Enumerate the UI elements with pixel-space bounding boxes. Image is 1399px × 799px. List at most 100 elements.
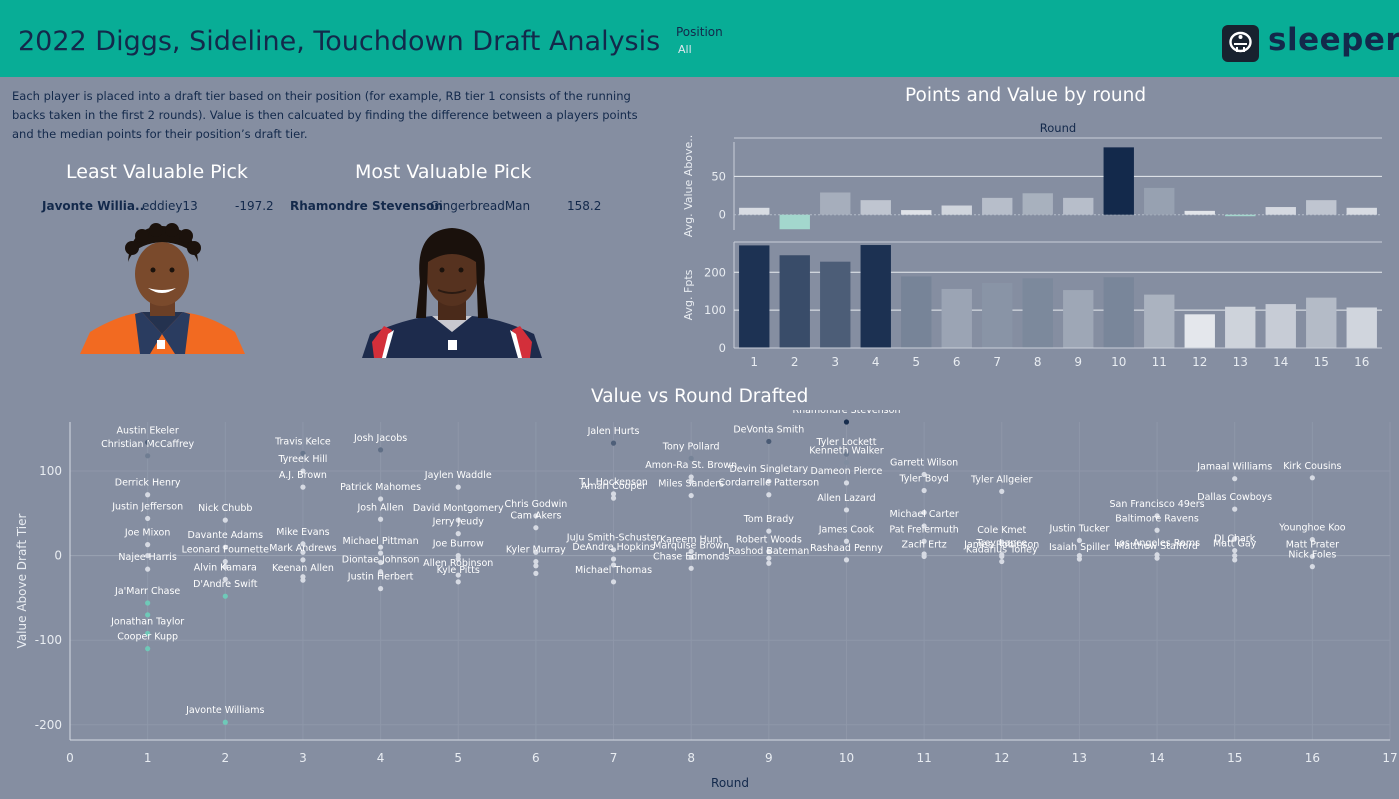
- scatter-point-label: Marquise Brown: [653, 540, 729, 551]
- position-filter-dropdown[interactable]: All: [678, 43, 692, 56]
- scatter-point: [222, 593, 228, 599]
- scatter-point-label: Travis Kelce: [274, 436, 331, 447]
- bar-x-tick-label: 10: [1111, 355, 1126, 369]
- scatter-point-label: Michael Thomas: [575, 565, 652, 576]
- least-valuable-player-photo: [80, 222, 245, 358]
- scatter-point: [533, 525, 539, 531]
- bar-x-tick-label: 12: [1192, 355, 1207, 369]
- scatter-point-label: Austin Ekeler: [117, 425, 179, 436]
- bar-round-9-fpts: [1063, 290, 1094, 348]
- scatter-point: [455, 484, 461, 490]
- scatter-point-label: Matt Gay: [1213, 539, 1257, 550]
- scatter-point: [377, 447, 384, 453]
- scatter-point: [533, 558, 539, 565]
- scatter-point: [610, 440, 617, 446]
- most-valuable-heading: Most Valuable Pick: [355, 161, 532, 183]
- scatter-x-tick-label: 15: [1227, 751, 1242, 765]
- scatter-x-tick-label: 1: [144, 751, 152, 765]
- scatter-point-label: Matt Prater: [1286, 539, 1339, 550]
- bar-round-13-value: [1225, 214, 1256, 217]
- scatter-point: [300, 484, 306, 490]
- scatter-y-axis-label: Value Above Draft Tier: [15, 513, 29, 648]
- scatter-x-tick-label: 8: [687, 751, 695, 765]
- scatter-point-label: Kareem Hunt: [660, 534, 723, 545]
- scatter-point-label: Davante Adams: [188, 530, 264, 541]
- bar-y-tick-label: 200: [704, 265, 726, 279]
- bar-round-1-value: [739, 207, 770, 215]
- scatter-point-label: Tom Brady: [743, 514, 795, 525]
- bar-round-2-value: [779, 214, 810, 230]
- scatter-point-label: Isaiah Spiller: [1049, 542, 1110, 553]
- scatter-point-label: Ja'Marr Chase: [114, 586, 180, 597]
- scatter-point: [688, 455, 694, 461]
- bar-x-tick-label: 9: [1074, 355, 1082, 369]
- scatter-point-label: Kadarius Toney: [966, 545, 1038, 556]
- scatter-point: [455, 517, 461, 523]
- scatter-point: [377, 569, 384, 575]
- scatter-point-label: Patrick Mahomes: [340, 482, 421, 493]
- bar-y-tick-label: 0: [719, 208, 726, 222]
- scatter-point: [377, 496, 384, 502]
- bar-round-10-value: [1103, 147, 1134, 215]
- scatter-point-label: Dameon Pierce: [811, 466, 883, 477]
- scatter-point-label: Jerry Jeudy: [432, 517, 485, 528]
- scatter-point-label: Jamaal Williams: [1196, 462, 1272, 473]
- scatter-point: [610, 556, 617, 562]
- bar-round-7-value: [982, 197, 1013, 215]
- bar-x-tick-label: 3: [831, 355, 839, 369]
- scatter-point-label: DJ Chark: [1214, 534, 1256, 545]
- scatter-point-label: Alvin Kamara: [194, 562, 257, 573]
- scatter-point-label: David Montgomery: [413, 503, 504, 514]
- scatter-y-tick-label: 100: [39, 464, 62, 478]
- scatter-point-label: Baltimore Ravens: [1115, 513, 1199, 524]
- scatter-point: [1154, 555, 1160, 561]
- scatter-point: [766, 528, 772, 534]
- intro-text: Each player is placed into a draft tier …: [12, 89, 638, 141]
- scatter-point: [145, 630, 151, 637]
- scatter-point-label: Michael Pittman: [343, 536, 419, 547]
- scatter-point: [145, 612, 151, 618]
- scatter-x-tick-label: 2: [221, 751, 229, 765]
- scatter-point-label: Jaylen Waddle: [424, 470, 492, 481]
- bar-round-1-fpts: [739, 245, 770, 348]
- scatter-point-label: Allen Lazard: [817, 493, 875, 504]
- scatter-point: [610, 579, 617, 585]
- scatter-point: [610, 562, 617, 568]
- bar-round-6-value: [941, 205, 972, 215]
- scatter-x-tick-label: 17: [1382, 751, 1397, 765]
- scatter-x-tick-label: 11: [916, 751, 931, 765]
- scatter-point-label: DeVonta Smith: [733, 424, 804, 435]
- scatter-point-label: Matthew Stafford: [1116, 541, 1198, 552]
- bar-round-10-fpts: [1103, 277, 1134, 348]
- scatter-point-label: Jalen Hurts: [587, 426, 640, 437]
- scatter-point: [145, 453, 151, 459]
- bar-round-3-fpts: [820, 261, 851, 348]
- scatter-point: [921, 509, 927, 516]
- bar-round-11-fpts: [1144, 294, 1175, 348]
- scatter-point-label: A.J. Brown: [279, 470, 327, 481]
- scatter-point: [222, 576, 228, 582]
- scatter-point-label: JuJu Smith-Schuster: [566, 533, 661, 544]
- scatter-x-tick-label: 7: [610, 751, 618, 765]
- scatter-point-label: Nick Chubb: [198, 503, 252, 514]
- scatter-point: [610, 491, 617, 497]
- scatter-point-label: Nick Foles: [1288, 550, 1336, 561]
- scatter-point-label: Los Angeles Rams: [1114, 538, 1200, 549]
- scatter-point-label: Chase Edmonds: [653, 551, 729, 562]
- scatter-point-label: San Francisco 49ers: [1110, 499, 1205, 510]
- scatter-point: [1232, 553, 1238, 559]
- scatter-point: [1232, 547, 1238, 554]
- scatter-point: [300, 549, 306, 555]
- scatter-point: [766, 492, 772, 498]
- bar-round-8-fpts: [1022, 278, 1053, 348]
- scatter-point: [300, 468, 306, 474]
- scatter-point: [999, 539, 1005, 545]
- scatter-point-label: DeAndre Hopkins: [572, 542, 654, 553]
- scatter-point-label: Mike Evans: [276, 527, 329, 538]
- scatter-point-label: Rashaad Penny: [810, 543, 883, 554]
- scatter-point: [843, 451, 850, 457]
- bar-x-tick-label: 1: [750, 355, 758, 369]
- scatter-x-tick-label: 9: [765, 751, 773, 765]
- scatter-point-label: Justin Tucker: [1049, 523, 1110, 534]
- most-valuable-team: GingerbreadMan: [430, 199, 531, 213]
